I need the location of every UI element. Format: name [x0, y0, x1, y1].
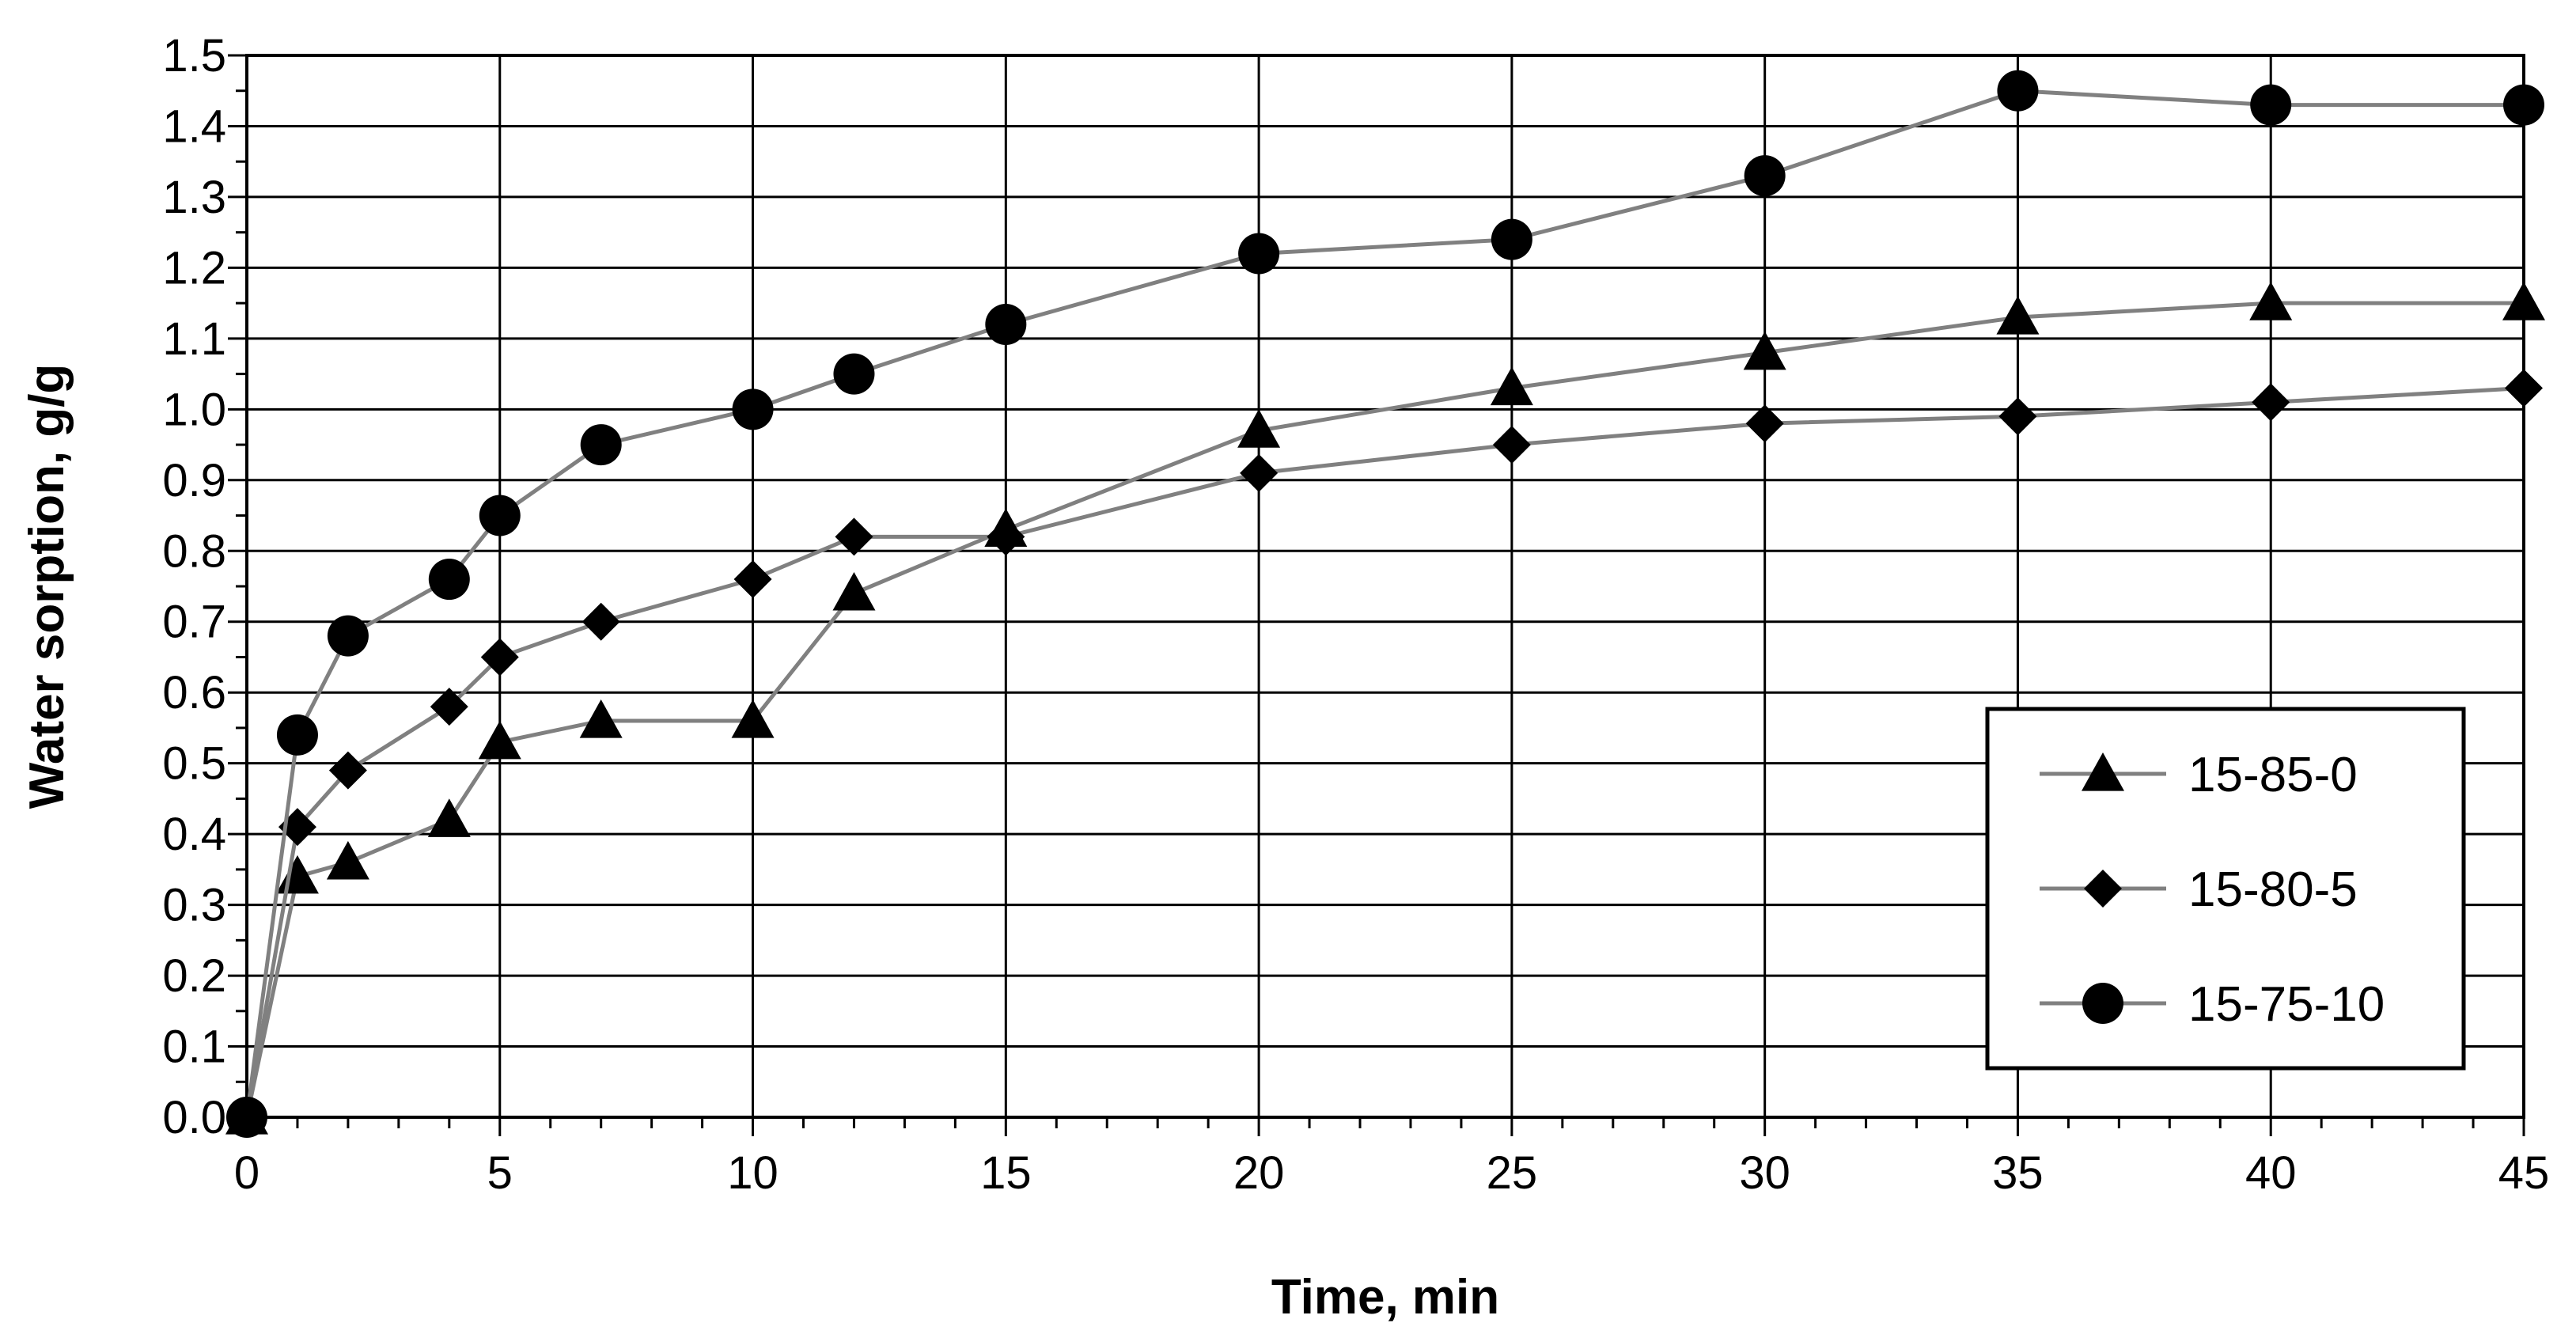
circle-marker	[732, 389, 774, 430]
legend-label: 15-80-5	[2188, 862, 2358, 917]
legend-item: 15-75-10	[2040, 977, 2385, 1032]
circle-marker	[1744, 155, 1786, 197]
x-tick-label: 0	[234, 1147, 259, 1199]
circle-marker	[428, 559, 470, 601]
x-tick-label: 35	[1992, 1147, 2044, 1199]
diamond-marker	[733, 560, 772, 599]
x-tick-label: 40	[2245, 1147, 2297, 1199]
x-tick-label: 45	[2498, 1147, 2550, 1199]
y-tick-label: 1.2	[162, 242, 226, 294]
legend-circle-marker	[2082, 983, 2123, 1024]
y-tick-label: 1.1	[162, 313, 226, 365]
x-tick-label: 25	[1487, 1147, 1538, 1199]
x-tick-label: 30	[1739, 1147, 1790, 1199]
triangle-marker	[579, 699, 623, 738]
triangle-marker	[2249, 282, 2293, 320]
legend-item: 15-85-0	[2040, 748, 2358, 802]
circle-marker	[833, 353, 875, 395]
y-tick-label: 0.9	[162, 455, 226, 506]
triangle-marker	[478, 720, 521, 760]
y-tick-label: 0.7	[162, 597, 226, 648]
x-tick-label: 20	[1233, 1147, 1285, 1199]
circle-marker	[2503, 84, 2544, 126]
y-tick-label: 0.3	[162, 880, 226, 931]
triangle-marker	[1996, 296, 2040, 335]
series-15-80-5	[228, 369, 2543, 1136]
triangle-marker	[1743, 331, 1786, 370]
y-axis-title: Water sorption, g/g	[20, 364, 74, 809]
diamond-marker	[581, 602, 620, 641]
x-tick-label: 10	[727, 1147, 778, 1199]
y-tick-label: 0.8	[162, 525, 226, 577]
circle-marker	[327, 615, 369, 657]
circle-marker	[580, 424, 622, 466]
y-tick-label: 1.3	[162, 172, 226, 223]
x-axis-title: Time, min	[1271, 1270, 1499, 1325]
triangle-marker	[2502, 282, 2545, 320]
diamond-marker	[328, 751, 367, 790]
circle-marker	[2250, 84, 2292, 126]
diamond-marker	[987, 517, 1025, 556]
diamond-marker	[430, 688, 468, 726]
y-tick-label: 1.5	[162, 30, 226, 81]
y-tick-label: 0.0	[162, 1092, 226, 1143]
y-tick-label: 1.4	[162, 100, 226, 152]
y-tick-label: 0.1	[162, 1022, 226, 1073]
series-15-75-10	[226, 70, 2544, 1138]
triangle-marker	[1490, 366, 1533, 406]
circle-marker	[985, 303, 1027, 345]
legend-item: 15-80-5	[2040, 862, 2358, 917]
y-tick-label: 0.6	[162, 667, 226, 718]
diamond-marker	[1240, 453, 1279, 492]
x-tick-label: 5	[487, 1147, 513, 1199]
x-tick-label: 15	[980, 1147, 1032, 1199]
legend-label: 15-75-10	[2188, 977, 2385, 1032]
triangle-marker	[832, 571, 876, 611]
legend-diamond-marker	[2084, 870, 2122, 908]
y-tick-label: 0.4	[162, 809, 226, 860]
axis-ticks: 0.0 0.1 0.2 0.3 0.4 0.5 0.6 0.7 0.8 0.9 1.0 1.1 1.2 1…	[162, 30, 2549, 1199]
circle-marker	[1997, 70, 2039, 112]
diamond-marker	[2252, 383, 2290, 422]
circle-marker	[479, 495, 521, 536]
diamond-marker	[1492, 426, 1531, 464]
legend-triangle-marker	[2082, 752, 2124, 791]
y-tick-label: 0.2	[162, 950, 226, 1002]
y-tick-label: 1.0	[162, 384, 226, 435]
series-15-85-0	[225, 282, 2545, 1135]
y-tick-label: 0.5	[162, 738, 226, 790]
circle-marker	[1238, 233, 1280, 275]
diamond-marker	[480, 638, 519, 677]
diamond-marker	[2505, 369, 2543, 407]
circle-marker	[276, 714, 318, 756]
triangle-marker	[326, 840, 369, 880]
grid	[245, 54, 2525, 1119]
circle-marker	[226, 1097, 267, 1138]
legend-label: 15-85-0	[2188, 748, 2358, 802]
triangle-marker	[427, 798, 471, 837]
diamond-marker	[835, 517, 873, 556]
legend: 15-85-0 15-80-5 15-75-10	[1985, 707, 2466, 1071]
triangle-marker	[1237, 409, 1281, 448]
circle-marker	[1491, 218, 1532, 260]
series-lines	[225, 70, 2545, 1138]
diamond-marker	[1745, 404, 1784, 443]
diamond-marker	[1998, 397, 2037, 436]
triangle-marker	[731, 699, 775, 738]
